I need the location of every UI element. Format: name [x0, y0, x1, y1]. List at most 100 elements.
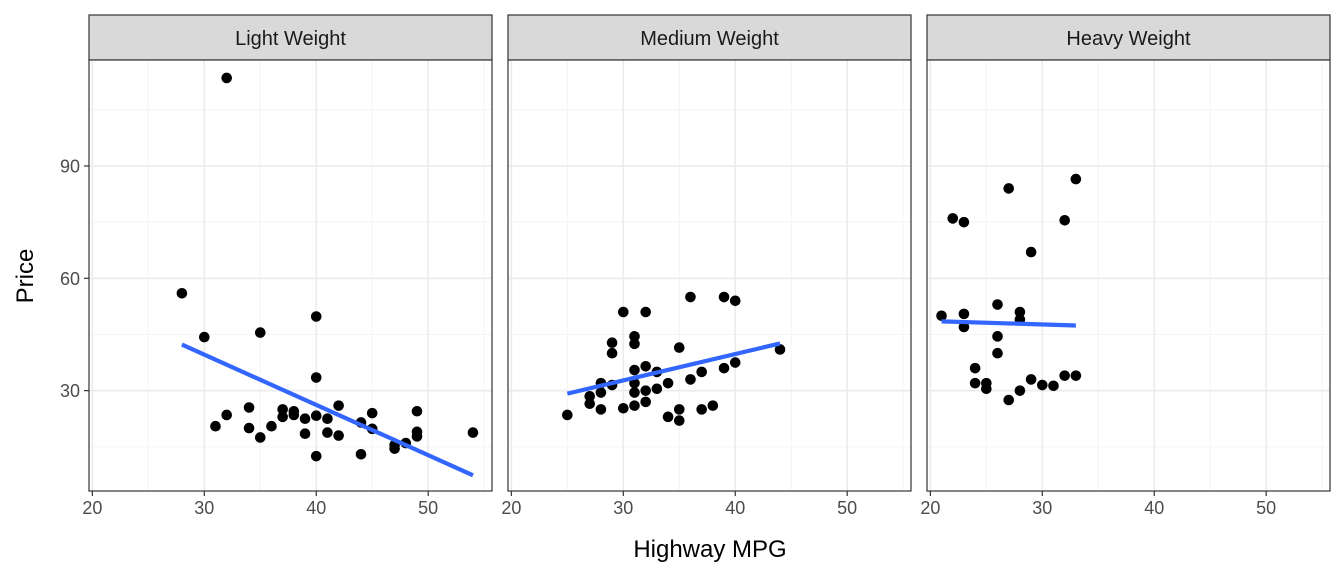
panel-border [507, 59, 912, 492]
data-point [1003, 394, 1015, 406]
data-point [969, 377, 981, 389]
data-point [673, 415, 685, 426]
data-point [774, 344, 786, 355]
data-point [254, 327, 266, 338]
gridlines [927, 60, 1330, 491]
data-point [958, 216, 970, 228]
data-point [221, 409, 232, 421]
panel-border [926, 59, 1331, 492]
facet-panels: Light Weight 20 30 40 50 Medium Weight 20 30 40 5… [82, 14, 1331, 518]
y-axis-title: Price [12, 249, 39, 304]
data-point [662, 411, 674, 423]
data-point [629, 331, 640, 342]
data-point [277, 404, 288, 415]
data-point [333, 400, 344, 411]
data-point [595, 404, 607, 415]
data-point [1014, 306, 1026, 318]
x-tick-label: 50 [418, 498, 438, 518]
data-point [1070, 173, 1082, 185]
panel-background [89, 60, 492, 491]
data-point [310, 311, 322, 322]
data-point [310, 372, 322, 383]
data-point [947, 213, 959, 224]
x-tick-label: 30 [194, 498, 214, 518]
y-tick-label: 30 [60, 381, 80, 401]
data-point [467, 427, 479, 438]
data-point [1070, 370, 1082, 381]
data-points [936, 173, 1082, 406]
facet-strip-label: Light Weight [235, 28, 346, 50]
data-point [992, 347, 1003, 359]
data-point [595, 387, 607, 398]
data-point [299, 428, 311, 440]
data-point [958, 308, 970, 320]
data-point [243, 422, 255, 434]
data-point [322, 427, 333, 438]
data-point [266, 420, 277, 432]
x-tick-label: 50 [1256, 498, 1276, 518]
data-point [685, 291, 696, 303]
data-point [1059, 214, 1070, 226]
data-point [673, 404, 685, 415]
data-point [310, 410, 322, 422]
regression-line [181, 342, 474, 478]
data-point [969, 362, 981, 374]
data-point [718, 291, 730, 303]
data-point [1048, 380, 1059, 392]
data-point [696, 404, 707, 415]
data-point [696, 366, 707, 378]
data-point [992, 331, 1003, 342]
x-axis: 20 30 40 50 [920, 491, 1276, 518]
data-point [958, 321, 970, 333]
facet-strip-label: Heavy Weight [1066, 28, 1191, 50]
data-point [629, 400, 640, 411]
data-point [618, 402, 629, 414]
x-axis: 20 30 40 50 [501, 491, 857, 518]
facet-strip [507, 14, 912, 61]
panel-border [88, 59, 493, 492]
data-point [718, 362, 730, 374]
y-tick-label: 60 [60, 269, 80, 289]
data-point [411, 431, 423, 442]
x-tick-label: 40 [1144, 498, 1164, 518]
x-tick-label: 40 [725, 498, 745, 518]
data-point [629, 364, 640, 376]
data-point [1059, 370, 1070, 381]
data-point [221, 72, 232, 84]
data-point [992, 299, 1003, 310]
data-point [584, 390, 596, 402]
x-tick-label: 20 [82, 498, 102, 518]
data-point [1037, 379, 1048, 391]
x-tick-label: 30 [1032, 498, 1052, 518]
x-tick-label: 20 [501, 498, 521, 518]
x-tick-label: 30 [613, 498, 633, 518]
data-point [618, 306, 629, 318]
y-tick-label: 90 [60, 156, 80, 176]
data-point [651, 383, 663, 395]
data-point [685, 374, 696, 385]
data-point [277, 411, 288, 423]
data-point [673, 342, 685, 353]
data-point [707, 400, 719, 411]
data-point [333, 430, 344, 441]
data-point [729, 295, 741, 307]
data-point [355, 449, 367, 460]
data-point [629, 338, 640, 350]
data-point [411, 405, 423, 417]
data-point [366, 407, 378, 419]
data-point [640, 361, 651, 372]
x-axis: 20 30 40 50 [82, 491, 438, 518]
facet-light-weight: Light Weight 20 30 40 50 [82, 14, 493, 518]
data-point [729, 357, 741, 368]
data-point [606, 337, 618, 349]
facet-strip [88, 14, 493, 61]
data-point [981, 383, 992, 395]
x-tick-label: 50 [837, 498, 857, 518]
x-tick-label: 40 [306, 498, 326, 518]
data-point [1025, 374, 1037, 385]
gridlines [89, 60, 492, 491]
data-point [1014, 385, 1026, 396]
data-point [584, 398, 596, 410]
data-point [176, 287, 188, 299]
